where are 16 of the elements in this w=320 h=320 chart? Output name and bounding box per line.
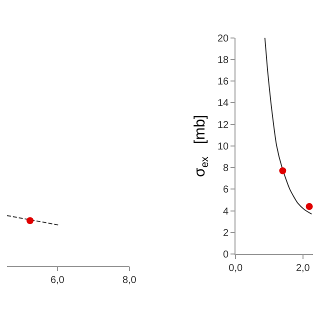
- y-tick-label: 4: [223, 206, 230, 218]
- y-tick-label: 6: [223, 184, 230, 196]
- x-tick-label: 0,0: [228, 263, 243, 274]
- y-tick-label: 20: [217, 33, 230, 44]
- x-tick-label: 2,0: [296, 263, 310, 274]
- x-tick-label: 6,0: [50, 274, 65, 286]
- y-tick-label: 0: [223, 250, 230, 261]
- y-tick-label: 8: [223, 163, 230, 174]
- y-tick-label: 2: [223, 228, 230, 239]
- y-tick-label: 18: [217, 54, 230, 66]
- line-series: [264, 38, 312, 215]
- y-tick-label: 12: [217, 120, 230, 131]
- y-tick-label: 10: [217, 141, 230, 152]
- x-tick-label: 8,0: [122, 274, 137, 286]
- y-tick-label: 16: [217, 76, 230, 88]
- y-tick-label: 14: [217, 98, 230, 110]
